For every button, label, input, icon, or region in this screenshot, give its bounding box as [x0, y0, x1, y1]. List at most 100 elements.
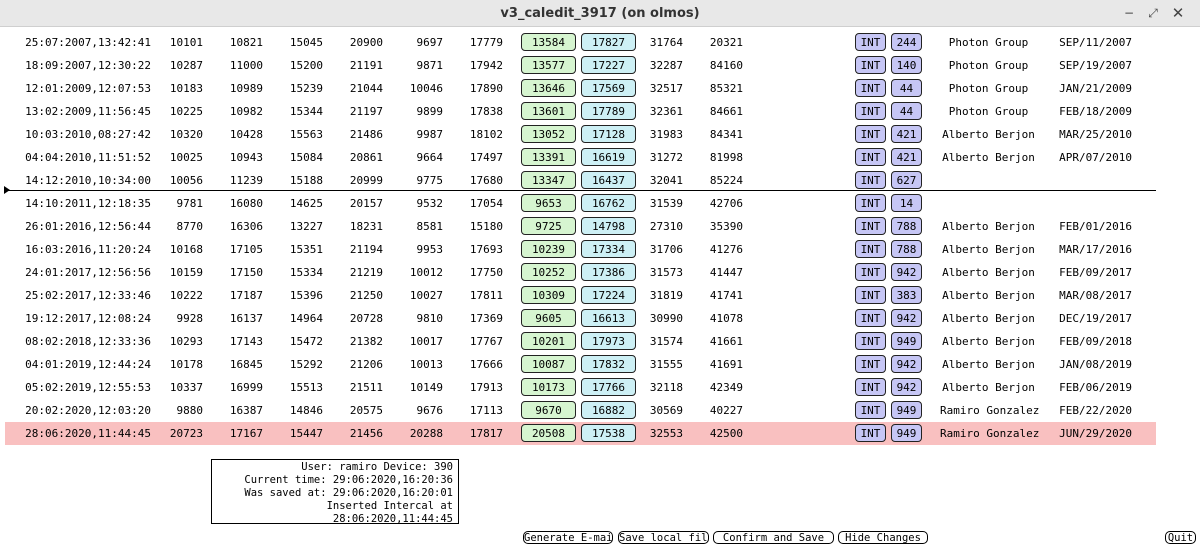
generate-email-button[interactable]: Generate E-mail	[523, 531, 613, 544]
row-int-number[interactable]: 942	[891, 309, 922, 327]
row-cyan-value[interactable]: 16437	[581, 171, 636, 189]
row-int-number[interactable]: 421	[891, 125, 922, 143]
confirm-and-save-button[interactable]: Confirm and Save	[713, 531, 834, 544]
row-int-number[interactable]: 949	[891, 401, 922, 419]
row-green-value[interactable]: 10309	[521, 286, 576, 304]
row-value-10: 42500	[709, 427, 743, 440]
row-cyan-value[interactable]: 17832	[581, 355, 636, 373]
row-cyan-value[interactable]: 16613	[581, 309, 636, 327]
maximize-icon[interactable]: ⤢	[1148, 6, 1158, 20]
row-cyan-value[interactable]: 17789	[581, 102, 636, 120]
row-green-value[interactable]: 13577	[521, 56, 576, 74]
row-green-value[interactable]: 10087	[521, 355, 576, 373]
row-int-number[interactable]: 421	[891, 148, 922, 166]
row-cyan-value[interactable]: 17386	[581, 263, 636, 281]
row-cyan-value[interactable]: 16762	[581, 194, 636, 212]
row-cyan-value[interactable]: 16882	[581, 401, 636, 419]
table-row[interactable]: 16:03:2016,11:20:24 10168 17105 15351 21194 9…	[0, 238, 1200, 261]
row-cyan-value[interactable]: 17128	[581, 125, 636, 143]
close-icon[interactable]: ✕	[1171, 4, 1185, 22]
save-local-file-button[interactable]: Save local file	[618, 531, 709, 544]
row-cyan-value[interactable]: 14798	[581, 217, 636, 235]
row-cyan-value[interactable]: 17766	[581, 378, 636, 396]
table-row[interactable]: 19:12:2017,12:08:24 9928 16137 14964 20728 98…	[0, 307, 1200, 330]
row-green-value[interactable]: 13646	[521, 79, 576, 97]
table-row[interactable]: 13:02:2009,11:56:45 10225 10982 15344 21197 9…	[0, 100, 1200, 123]
row-green-value[interactable]: 20508	[521, 424, 576, 442]
row-int-number[interactable]: 942	[891, 355, 922, 373]
row-int-tag[interactable]: INT	[855, 240, 886, 258]
row-int-tag[interactable]: INT	[855, 355, 886, 373]
table-row[interactable]: 28:06:2020,11:44:45 20723 17167 15447 21456 2…	[5, 422, 1156, 445]
table-row[interactable]: 25:02:2017,12:33:46 10222 17187 15396 21250 1…	[0, 284, 1200, 307]
row-int-tag[interactable]: INT	[855, 148, 886, 166]
row-green-value[interactable]: 10239	[521, 240, 576, 258]
row-int-number[interactable]: 949	[891, 424, 922, 442]
row-int-number[interactable]: 44	[891, 102, 922, 120]
row-green-value[interactable]: 10173	[521, 378, 576, 396]
row-int-tag[interactable]: INT	[855, 309, 886, 327]
row-green-value[interactable]: 13601	[521, 102, 576, 120]
row-green-value[interactable]: 10201	[521, 332, 576, 350]
row-green-value[interactable]: 9653	[521, 194, 576, 212]
row-int-number[interactable]: 140	[891, 56, 922, 74]
row-green-value[interactable]: 13391	[521, 148, 576, 166]
table-row[interactable]: 04:01:2019,12:44:24 10178 16845 15292 21206 1…	[0, 353, 1200, 376]
row-int-tag[interactable]: INT	[855, 56, 886, 74]
row-int-number[interactable]: 44	[891, 79, 922, 97]
table-row[interactable]: 04:04:2010,11:51:52 10025 10943 15084 20861 9…	[0, 146, 1200, 169]
title-bar[interactable]: v3_caledit_3917 (on olmos) − ⤢ ✕	[0, 0, 1200, 27]
row-cyan-value[interactable]: 17334	[581, 240, 636, 258]
row-int-tag[interactable]: INT	[855, 217, 886, 235]
row-int-number[interactable]: 627	[891, 171, 922, 189]
row-int-tag[interactable]: INT	[855, 332, 886, 350]
row-green-value[interactable]: 13347	[521, 171, 576, 189]
row-int-number[interactable]: 942	[891, 378, 922, 396]
row-int-tag[interactable]: INT	[855, 33, 886, 51]
row-cyan-value[interactable]: 17224	[581, 286, 636, 304]
row-int-tag[interactable]: INT	[855, 194, 886, 212]
row-int-number[interactable]: 788	[891, 217, 922, 235]
row-cyan-value[interactable]: 16619	[581, 148, 636, 166]
row-int-tag[interactable]: INT	[855, 102, 886, 120]
table-row[interactable]: 10:03:2010,08:27:42 10320 10428 15563 21486 9…	[0, 123, 1200, 146]
row-int-number[interactable]: 788	[891, 240, 922, 258]
row-int-tag[interactable]: INT	[855, 401, 886, 419]
row-green-value[interactable]: 9725	[521, 217, 576, 235]
row-int-tag[interactable]: INT	[855, 286, 886, 304]
table-row[interactable]: 12:01:2009,12:07:53 10183 10989 15239 21044 1…	[0, 77, 1200, 100]
row-cyan-value[interactable]: 17227	[581, 56, 636, 74]
row-cyan-value[interactable]: 17538	[581, 424, 636, 442]
row-green-value[interactable]: 10252	[521, 263, 576, 281]
table-row[interactable]: 05:02:2019,12:55:53 10337 16999 15513 21511 1…	[0, 376, 1200, 399]
table-row[interactable]: 24:01:2017,12:56:56 10159 17150 15334 21219 1…	[0, 261, 1200, 284]
hide-changes-button[interactable]: Hide Changes	[838, 531, 928, 544]
row-int-number[interactable]: 949	[891, 332, 922, 350]
table-row[interactable]: 18:09:2007,12:30:22 10287 11000 15200 21191 9…	[0, 54, 1200, 77]
row-int-tag[interactable]: INT	[855, 378, 886, 396]
minimize-icon[interactable]: −	[1123, 6, 1135, 20]
table-row[interactable]: 25:07:2007,13:42:41 10101 10821 15045 20900 9…	[0, 31, 1200, 54]
row-green-value[interactable]: 13052	[521, 125, 576, 143]
row-int-tag[interactable]: INT	[855, 263, 886, 281]
row-int-tag[interactable]: INT	[855, 79, 886, 97]
quit-button[interactable]: Quit	[1165, 531, 1196, 544]
table-row[interactable]: 26:01:2016,12:56:44 8770 16306 13227 18231 85…	[0, 215, 1200, 238]
table-row[interactable]: 14:12:2010,10:34:00 10056 11239 15188 20999 9…	[0, 169, 1200, 192]
row-cyan-value[interactable]: 17973	[581, 332, 636, 350]
row-int-number[interactable]: 383	[891, 286, 922, 304]
row-int-number[interactable]: 942	[891, 263, 922, 281]
table-row[interactable]: 08:02:2018,12:33:36 10293 17143 15472 21382 1…	[0, 330, 1200, 353]
row-cyan-value[interactable]: 17569	[581, 79, 636, 97]
row-int-tag[interactable]: INT	[855, 171, 886, 189]
table-row[interactable]: 20:02:2020,12:03:20 9880 16387 14846 20575 96…	[0, 399, 1200, 422]
row-green-value[interactable]: 9605	[521, 309, 576, 327]
row-int-number[interactable]: 14	[891, 194, 922, 212]
row-cyan-value[interactable]: 17827	[581, 33, 636, 51]
row-green-value[interactable]: 9670	[521, 401, 576, 419]
row-int-tag[interactable]: INT	[855, 424, 886, 442]
row-int-tag[interactable]: INT	[855, 125, 886, 143]
row-green-value[interactable]: 13584	[521, 33, 576, 51]
row-int-number[interactable]: 244	[891, 33, 922, 51]
table-row[interactable]: 14:10:2011,12:18:35 9781 16080 14625 20157 95…	[0, 192, 1200, 215]
